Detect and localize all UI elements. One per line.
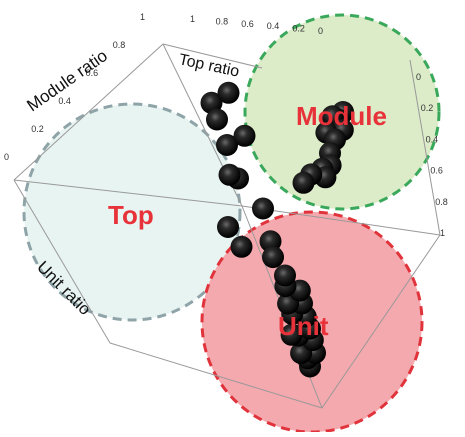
box-edge [162,43,263,69]
tick-label-top: 1 [190,14,195,24]
tick-label-module: 0.6 [86,68,99,78]
box-edge [409,59,441,236]
cluster-label-top: Top [108,200,154,230]
tick-label-unit: 0 [416,72,421,82]
tick-label-module: 0.4 [58,96,71,106]
box-edge [13,179,243,207]
tick-label-module: 1 [140,12,145,22]
tick-label-module: 0 [4,152,9,162]
data-point-top [233,124,256,147]
data-point-top [217,216,239,238]
tick-label-unit: 0.2 [421,103,434,113]
data-point-top [218,163,241,186]
data-point-top [216,134,238,156]
data-point-top [262,246,284,269]
box-edge [109,342,323,409]
tick-label-top: 0.2 [292,24,305,34]
tick-label-top: 0.4 [267,21,280,31]
data-point-top [252,197,274,220]
data-point-top [217,81,240,104]
box-edge [321,234,441,409]
tick-label-top: 0 [318,26,323,36]
box-edge [13,43,164,181]
tick-label-unit: 0.4 [426,134,439,144]
tick-label-unit: 1 [440,228,445,238]
data-point-unit [280,323,303,346]
box-edge [241,205,441,236]
cluster-label-unit: Unit [278,311,329,341]
data-point-unit [274,264,296,287]
tick-label-unit: 0.6 [430,166,443,176]
tick-label-top: 0.8 [216,16,229,26]
axis-ticks: 0 0.2 0.4 0.6 0.8 1 1 0.8 0.6 0.4 0.2 0 0 0.2 0.4 0.6 0.… [4,12,448,238]
tick-label-top: 0.6 [241,19,254,29]
cluster-label-module: Module [296,101,387,131]
cluster-circle-top [22,102,242,322]
tick-label-module: 0.8 [113,40,126,50]
data-points [200,81,354,378]
data-point-top [230,235,253,258]
tick-label-module: 0.2 [31,124,44,134]
data-point-top [206,108,228,131]
box-edge [13,179,111,344]
data-point-module [292,171,315,194]
cluster-backgrounds [22,13,441,434]
tick-label-unit: 0.8 [435,197,448,207]
data-point-top [200,91,223,114]
axis-label-top: Top ratio [177,51,241,80]
